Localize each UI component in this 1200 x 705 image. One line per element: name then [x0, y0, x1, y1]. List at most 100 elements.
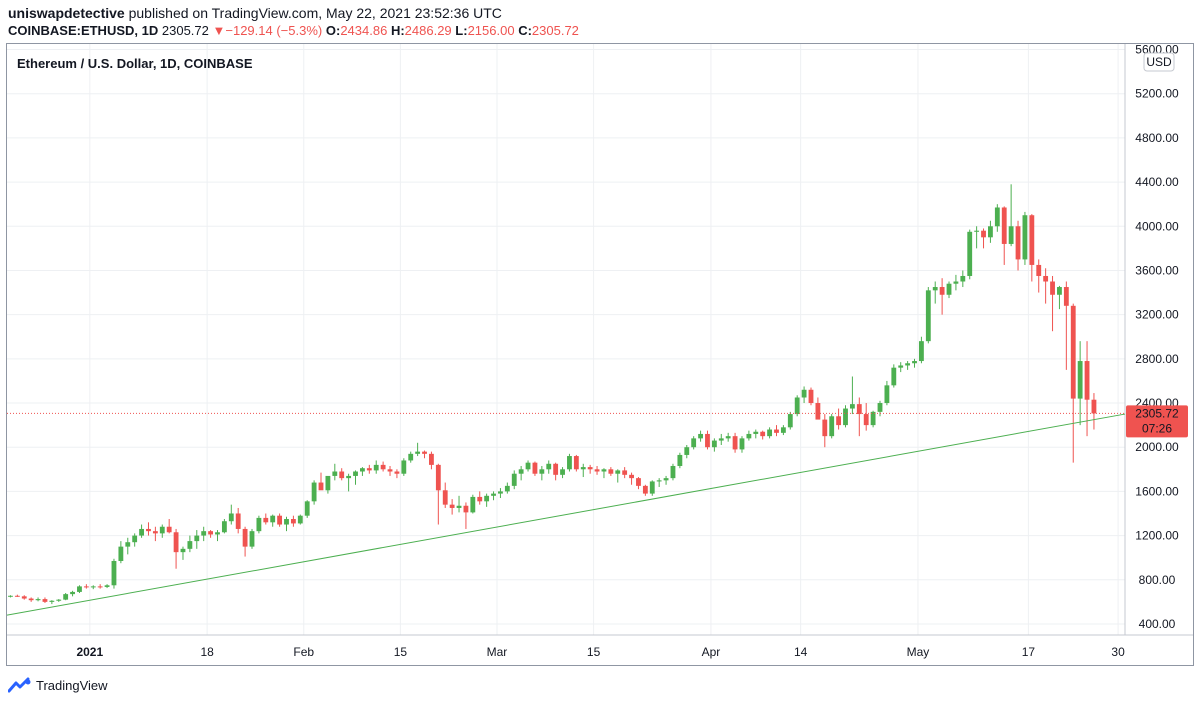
time-axis[interactable]: 2021 18 Feb 15 Mar 15 Apr 14 May 17 30	[76, 645, 1125, 659]
candle-body	[166, 526, 172, 533]
candle-body	[125, 542, 131, 547]
candle-body	[711, 440, 717, 448]
candle-body	[1036, 264, 1042, 276]
candle-body	[691, 438, 697, 448]
price-tick-label: 1600.00	[1135, 484, 1179, 498]
candle-body	[836, 416, 842, 426]
candle-body	[560, 469, 565, 475]
candle-body	[953, 281, 959, 284]
trendline[interactable]	[7, 413, 1126, 616]
candle-body	[139, 528, 144, 536]
candle-body	[270, 515, 276, 523]
author-name[interactable]: uniswapdetective	[8, 5, 125, 21]
bar-countdown: 07:26	[1142, 421, 1172, 435]
time-tick-label: 18	[200, 645, 214, 659]
candle-body	[359, 468, 365, 472]
candle-body	[353, 471, 358, 476]
candle-body	[567, 456, 572, 470]
candle-body	[332, 471, 338, 476]
candle-body	[946, 283, 952, 295]
candle-body	[325, 475, 331, 491]
candle-body	[1057, 287, 1062, 295]
ohlc-legend: COINBASE:ETHUSD, 1D 2305.72 ▼−129.14 (−5…	[8, 23, 579, 38]
candle-body	[1008, 226, 1014, 244]
candle-body	[42, 599, 48, 602]
candle-body	[249, 531, 255, 547]
candle-body	[870, 411, 876, 426]
candle-body	[173, 532, 179, 553]
symbol-label: COINBASE:ETHUSD, 1D	[8, 23, 159, 38]
candle-body	[518, 469, 524, 474]
candle-body	[1015, 226, 1021, 260]
grid-lines	[7, 44, 1125, 635]
candle-body	[1077, 361, 1083, 399]
tradingview-logo-icon[interactable]	[8, 677, 32, 693]
candle-body	[8, 595, 13, 597]
publish-info: uniswapdetective published on TradingVie…	[8, 5, 502, 21]
close-label: C:	[518, 23, 532, 38]
price-tick-label: 3200.00	[1135, 308, 1179, 322]
last-price-label: 2305.72 07:26	[1126, 405, 1188, 438]
change-value: −129.14 (−5.3%)	[225, 23, 323, 38]
candle-body	[235, 513, 241, 529]
candle-body	[684, 447, 690, 455]
chart-frame[interactable]: 400.00 800.00 1200.00 1600.00 2000.00 2400.00…	[6, 43, 1194, 666]
candle-body	[925, 290, 931, 342]
candle-body	[394, 471, 400, 474]
candle-body	[97, 586, 103, 588]
candle-body	[553, 463, 559, 475]
candle-body	[732, 436, 738, 450]
candle-body	[539, 469, 545, 474]
publish-text: published on TradingView.com, May 22, 20…	[128, 5, 502, 21]
candle-body	[705, 433, 710, 448]
candle-body	[194, 535, 200, 542]
candle-body	[912, 361, 917, 364]
price-chart[interactable]: 400.00800.001200.001600.002000.002400.00…	[7, 44, 1193, 665]
time-tick-label: 15	[394, 645, 408, 659]
candle-body	[311, 482, 317, 502]
candle-body	[401, 460, 407, 474]
candle-body	[1063, 287, 1069, 306]
candle-body	[587, 467, 593, 470]
candle-body	[35, 599, 41, 601]
candle-body	[277, 515, 283, 525]
candle-body	[918, 341, 924, 362]
low-label: L:	[455, 23, 468, 38]
brand-name[interactable]: TradingView	[36, 677, 108, 693]
currency-badge[interactable]: USD	[1143, 52, 1175, 72]
currency-label: USD	[1146, 55, 1172, 69]
candle-body	[380, 464, 386, 470]
candle-body	[339, 471, 345, 479]
candle-body	[801, 389, 807, 398]
price-tick-label: 4800.00	[1135, 131, 1179, 145]
candle-body	[208, 531, 214, 535]
low-value: 2156.00	[467, 23, 515, 38]
close-value: 2305.72	[531, 23, 579, 38]
candle-body	[822, 419, 828, 437]
candle-body	[346, 475, 352, 479]
last-price-tag: 2305.72	[1135, 406, 1179, 420]
candle-body	[63, 594, 69, 600]
price-tick-label: 3600.00	[1135, 263, 1179, 277]
candle-body	[725, 436, 731, 439]
candle-body	[284, 519, 289, 525]
down-arrow-icon: ▼	[212, 23, 226, 38]
candle-body	[70, 591, 75, 595]
candle-body	[118, 546, 124, 561]
candle-body	[1091, 399, 1097, 414]
price-tick-label: 2000.00	[1135, 440, 1179, 454]
high-value: 2486.29	[404, 23, 452, 38]
candle-body	[849, 404, 855, 409]
candle-body	[318, 482, 324, 491]
price-axis[interactable]: 400.00800.001200.001600.002000.002400.00…	[1135, 44, 1179, 631]
candle-body	[373, 464, 379, 471]
candle-body	[297, 515, 303, 524]
footer: TradingView	[8, 677, 108, 693]
candle-body	[511, 473, 517, 486]
candle-body	[981, 230, 986, 238]
candle-body	[304, 501, 310, 516]
candle-body	[573, 456, 579, 470]
candle-body	[767, 429, 773, 437]
candle-body	[856, 404, 862, 415]
candle-body	[28, 598, 34, 601]
